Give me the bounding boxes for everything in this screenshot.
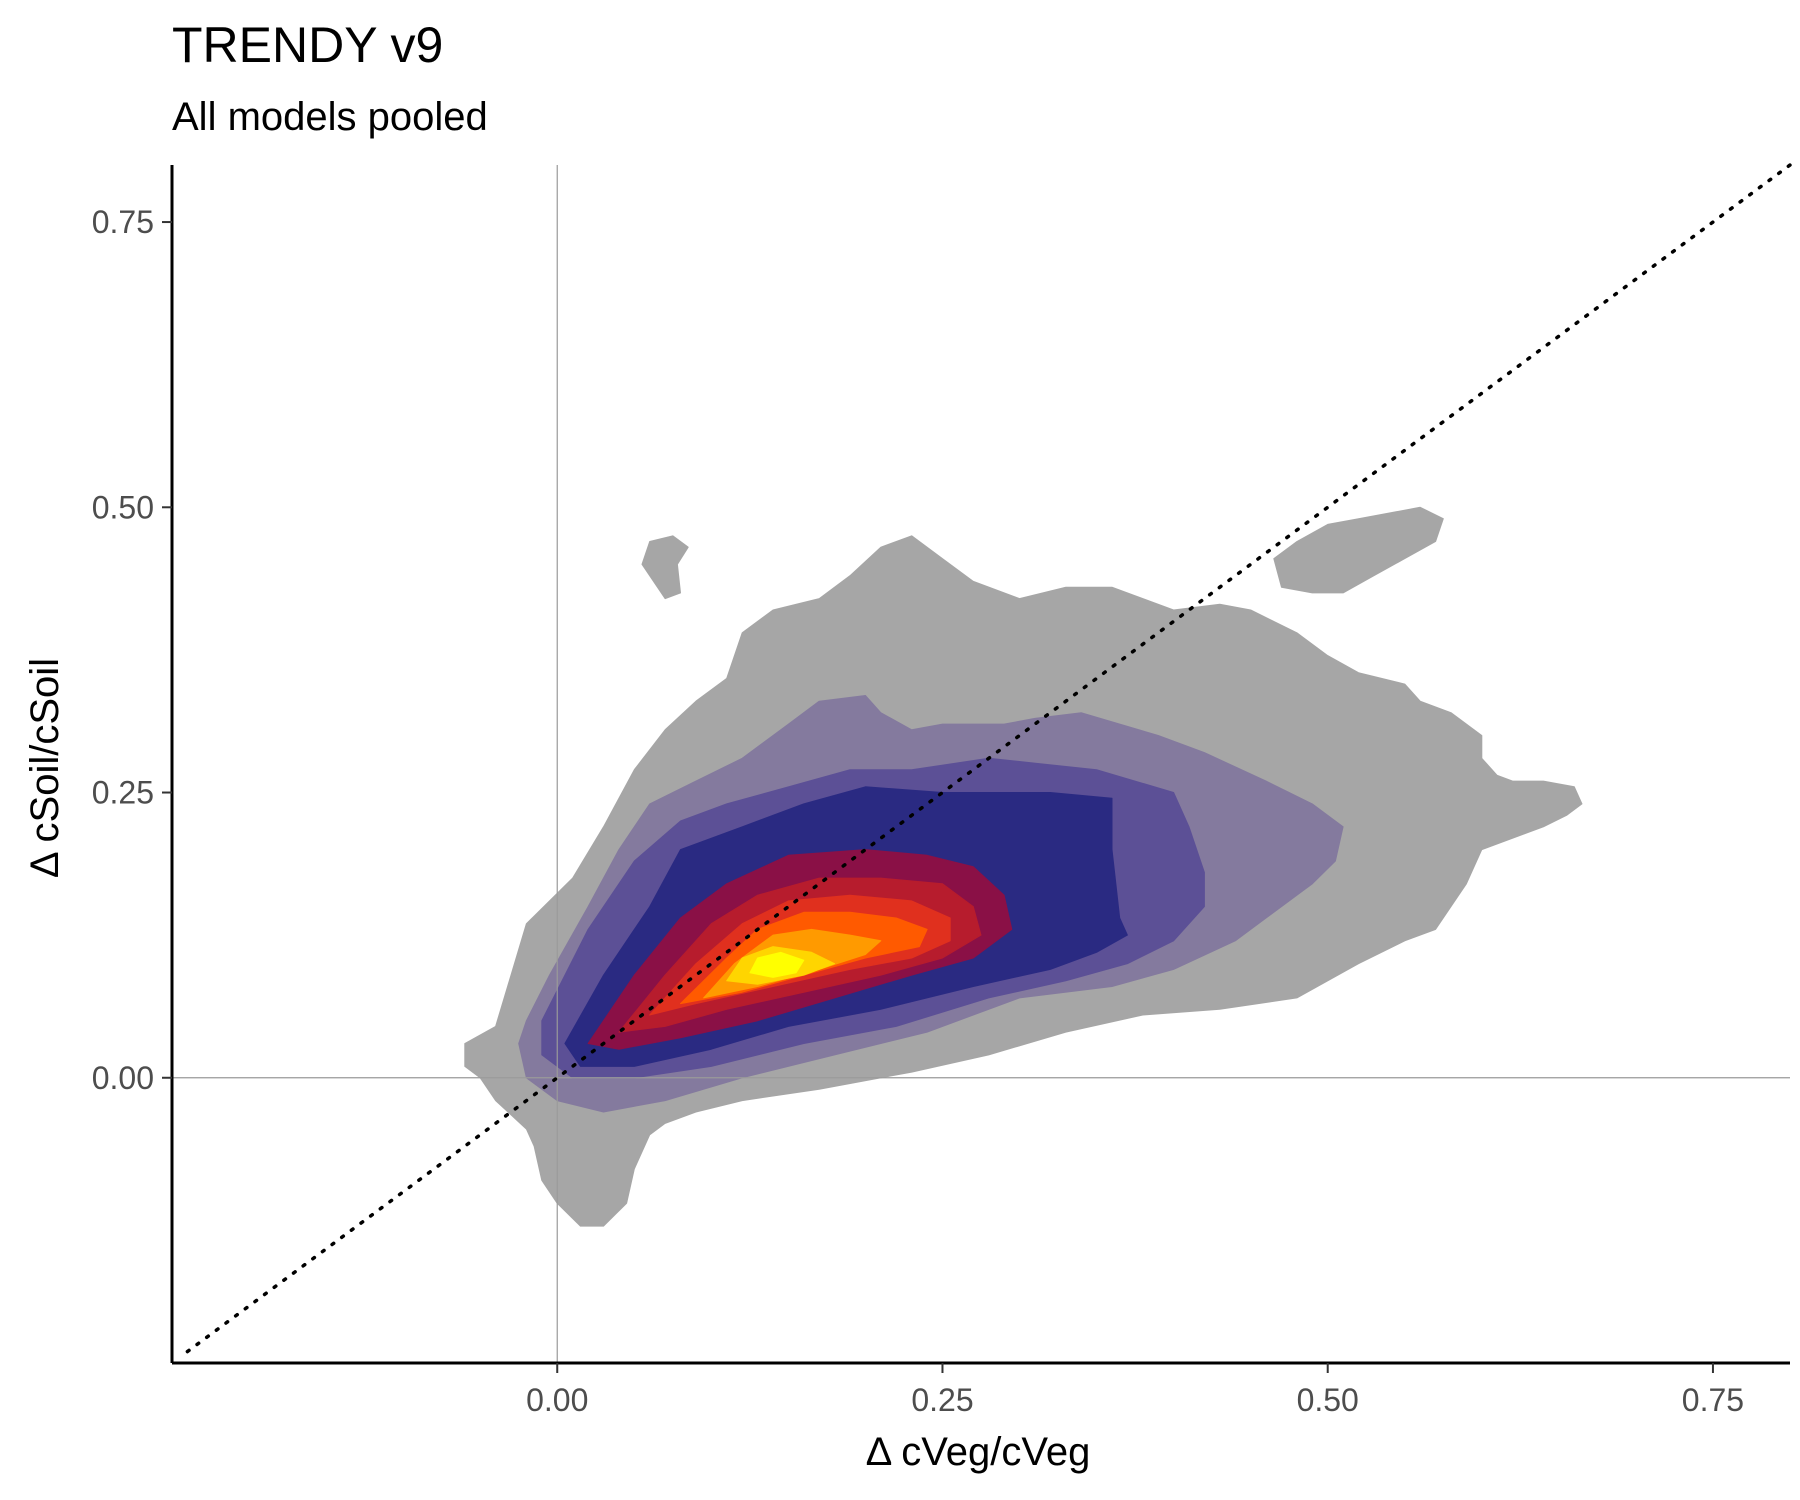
y-tick-label: 0.00: [92, 1060, 154, 1096]
y-axis-title: Δ cSoil/cSoil: [23, 658, 67, 878]
one-to-one-line: [185, 163, 1792, 1354]
y-tick-label: 0.75: [92, 204, 154, 240]
axes: [170, 165, 1790, 1365]
x-tick-label: 0.75: [1682, 1382, 1744, 1418]
y-tick-label: 0.50: [92, 489, 154, 525]
density-contours: [464, 506, 1583, 1227]
density-level-11-region-1: [749, 951, 805, 978]
x-axis-title: Δ cVeg/cVeg: [866, 1430, 1091, 1474]
y-axis-ticks: 0.00 0.25 0.50 0.75: [92, 204, 172, 1096]
x-axis-ticks: 0.00 0.25 0.50 0.75: [526, 1363, 1744, 1418]
x-tick-label: 0.25: [911, 1382, 973, 1418]
density-level-1-region-3: [1273, 506, 1444, 594]
x-tick-label: 0.00: [526, 1382, 588, 1418]
chart-title: TRENDY v9: [172, 17, 443, 73]
y-tick-label: 0.25: [92, 775, 154, 811]
reference-lines: [172, 163, 1792, 1363]
chart-subtitle: All models pooled: [172, 95, 488, 139]
x-tick-label: 0.50: [1297, 1382, 1359, 1418]
density-level-1-region-2: [641, 535, 689, 600]
